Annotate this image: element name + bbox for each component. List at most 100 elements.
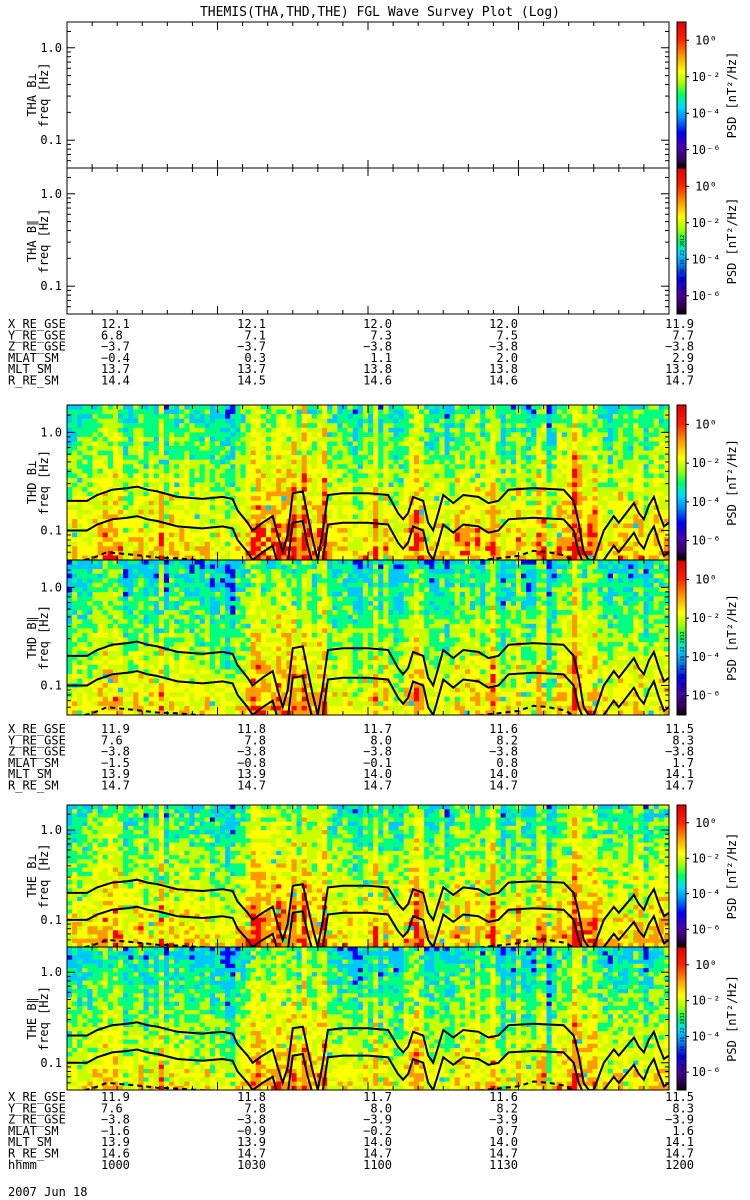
spectrogram-cell: [490, 414, 497, 420]
spectrogram-cell: [265, 500, 272, 506]
spectrogram-cell: [271, 505, 277, 511]
spectrogram-cell: [628, 514, 634, 520]
spectrogram-cell: [123, 523, 129, 529]
spectrogram-cell: [107, 669, 114, 675]
spectrogram-cell: [398, 459, 405, 465]
spectrogram-cell: [658, 427, 665, 433]
spectrogram-cell: [235, 414, 242, 420]
spectrogram-cell: [153, 528, 160, 534]
spectrogram-cell: [87, 637, 94, 643]
colorbar-tick-label: 10⁻²: [692, 456, 721, 470]
spectrogram-cell: [245, 555, 252, 561]
spectrogram-cell: [67, 632, 73, 639]
spectrogram-cell: [383, 555, 390, 561]
spectrogram-cell: [276, 482, 282, 488]
spectrogram-cell: [362, 550, 369, 557]
spectrogram-cell: [490, 509, 497, 516]
spectrogram-cell: [628, 546, 634, 552]
spectrogram-cell: [658, 523, 665, 529]
spectrogram-cell: [572, 496, 578, 502]
spectrogram-cell: [311, 491, 318, 497]
spectrogram-cell: [194, 482, 201, 488]
spectrogram-cell: [163, 477, 170, 484]
spectrogram-cell: [133, 623, 140, 629]
spectrogram-cell: [582, 423, 588, 429]
spectrogram-cell: [87, 500, 94, 506]
spectrogram-cell: [153, 537, 160, 543]
spectrogram-cell: [393, 405, 400, 411]
spectrogram-cell: [169, 660, 175, 666]
spectrogram-cell: [174, 528, 180, 534]
spectrogram-cell: [245, 405, 252, 411]
spectrogram-cell: [592, 505, 599, 511]
spectrogram-cell: [204, 537, 211, 543]
spectrogram-cell: [546, 514, 553, 520]
spectrogram-cell: [306, 418, 313, 424]
spectrogram-cell: [184, 564, 191, 570]
spectrogram-cell: [623, 496, 629, 502]
spectrogram-cell: [158, 514, 165, 520]
spectrogram-cell: [541, 459, 548, 465]
spectrogram-cell: [388, 555, 395, 561]
spectrogram-cell: [316, 441, 323, 447]
spectrogram-cell: [174, 614, 180, 620]
spectrogram-cell: [429, 523, 435, 529]
y-tick-label: 0.1: [40, 133, 62, 147]
spectrogram-cell: [214, 414, 221, 420]
spectrogram-cell: [102, 405, 109, 411]
spectrogram-cell: [531, 482, 537, 488]
spectrogram-cell: [597, 500, 604, 506]
spectrogram-cell: [592, 523, 599, 529]
spectrogram-cell: [419, 477, 425, 484]
spectrogram-cell: [306, 423, 313, 429]
spectrogram-cell: [77, 601, 83, 607]
spectrogram-cell: [551, 491, 558, 497]
spectrogram-cell: [174, 628, 180, 634]
spectrogram-cell: [434, 432, 441, 438]
spectrogram-cell: [526, 473, 532, 479]
spectrogram-cell: [429, 414, 435, 420]
spectrogram-cell: [424, 405, 430, 411]
spectrogram-cell: [607, 450, 614, 456]
spectrogram-cell: [291, 523, 298, 529]
spectrogram-cell: [459, 414, 466, 420]
spectrogram-cell: [582, 459, 588, 465]
spectrogram-cell: [107, 673, 114, 680]
y-tick-label: 1.0: [40, 41, 62, 55]
spectrogram-cell: [118, 459, 124, 465]
spectrogram-cell: [169, 692, 175, 698]
spectrogram-cell: [271, 487, 277, 493]
spectrogram-cell: [148, 459, 155, 465]
spectrogram-cell: [158, 482, 165, 488]
spectrogram-cell: [189, 500, 196, 506]
spectrogram-cell: [107, 605, 114, 611]
spectrogram-cell: [87, 423, 94, 429]
spectrogram-cell: [663, 509, 670, 516]
spectrogram-cell: [362, 446, 369, 452]
spectrogram-cell: [311, 518, 318, 525]
spectrogram-cell: [444, 555, 451, 561]
spectrogram-cell: [72, 664, 78, 671]
spectrogram-cell: [429, 450, 435, 456]
spectrogram-cell: [383, 487, 390, 493]
spectrogram-cell: [587, 423, 594, 429]
spectrogram-cell: [67, 646, 73, 652]
spectrogram-cell: [577, 405, 583, 411]
spectrogram-cell: [184, 623, 191, 629]
spectrogram-cell: [454, 537, 461, 543]
spectrogram-cell: [475, 464, 481, 470]
spectrogram-cell: [582, 450, 588, 456]
spectrogram-cell: [413, 532, 420, 538]
spectrogram-cell: [143, 701, 150, 707]
spectrogram-cell: [475, 491, 481, 497]
spectrogram-cell: [143, 683, 150, 689]
spectrogram-cell: [118, 655, 124, 661]
spectrogram-cell: [551, 464, 558, 470]
spectrogram-cell: [179, 509, 185, 516]
spectrogram-cell: [118, 446, 124, 452]
spectrogram-cell: [245, 468, 252, 474]
spectrogram-cell: [143, 669, 150, 675]
spectrogram-cell: [597, 528, 604, 534]
spectrogram-cell: [220, 450, 226, 456]
spectrogram-cell: [566, 518, 573, 525]
